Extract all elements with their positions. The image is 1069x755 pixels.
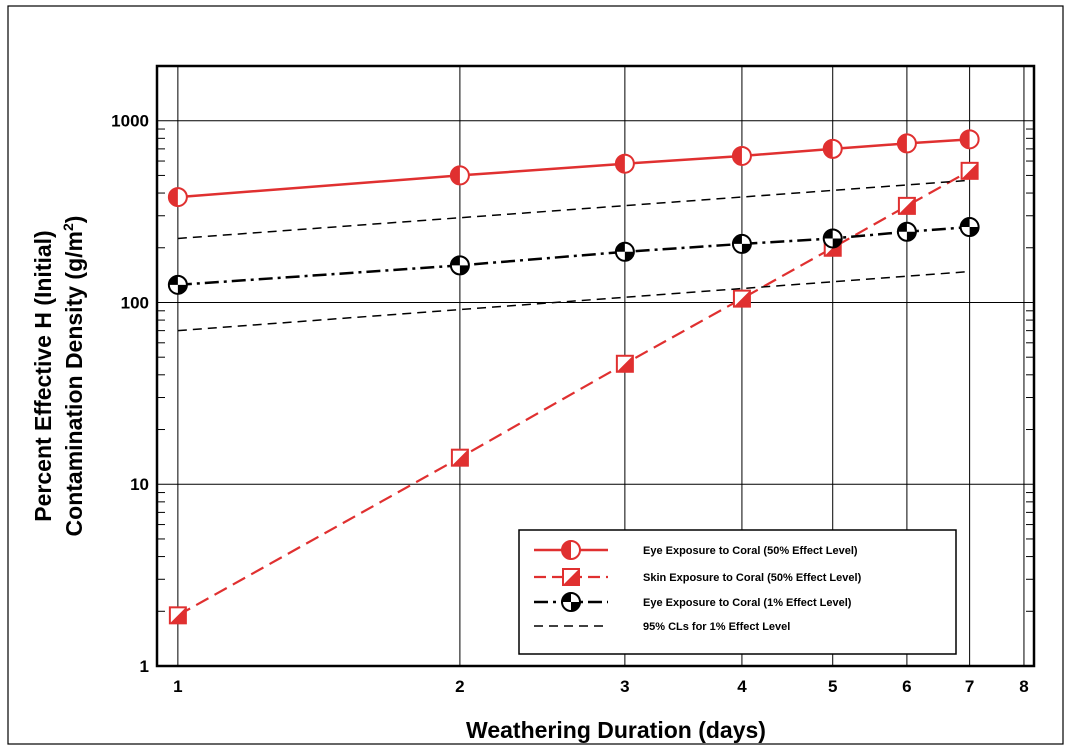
x-tick-label: 6 <box>902 677 911 696</box>
x-tick-label: 1 <box>173 677 182 696</box>
data-point <box>615 354 634 373</box>
data-point <box>614 241 635 262</box>
series-3 <box>167 217 980 295</box>
marker-square-half-fill <box>563 569 579 585</box>
y-tick-label: 10 <box>130 475 149 494</box>
marker-circle-quarter-fill <box>562 593 571 602</box>
y-axis-label-line2: Contamination Density (g/m2) <box>60 216 87 537</box>
data-point <box>732 289 751 308</box>
y-tick-label: 1000 <box>111 112 149 131</box>
legend-label: Eye Exposure to Coral (50% Effect Level) <box>643 545 858 557</box>
series-line <box>177 225 970 287</box>
legend-label: Skin Exposure to Coral (50% Effect Level… <box>643 572 862 584</box>
legend-entry: Eye Exposure to Coral (1% Effect Level) <box>534 592 852 612</box>
marker-circle-quarter-fill <box>823 229 833 239</box>
marker-square-half-fill <box>898 197 915 214</box>
marker-circle-half-fill <box>562 541 571 559</box>
data-point <box>959 217 980 238</box>
marker-square-half-fill <box>169 607 186 624</box>
data-point <box>167 187 188 208</box>
data-point <box>896 133 917 154</box>
marker-circle-quarter-fill <box>615 242 625 252</box>
marker-circle-half-fill <box>168 188 178 207</box>
series-4 <box>177 179 970 240</box>
data-point <box>614 153 635 174</box>
legend-entry: Skin Exposure to Coral (50% Effect Level… <box>534 568 862 586</box>
marker-circle-quarter-fill <box>897 222 907 232</box>
marker-circle-quarter-fill <box>177 284 187 294</box>
data-point <box>959 129 980 150</box>
series-1 <box>167 129 980 208</box>
x-tick-label: 7 <box>965 677 974 696</box>
figure-border <box>7 5 1064 745</box>
marker-circle-quarter-fill <box>450 256 460 266</box>
series-line <box>177 138 970 199</box>
marker-circle-half-fill <box>960 130 970 149</box>
series-5 <box>177 270 970 332</box>
data-point <box>167 274 188 295</box>
marker-circle-quarter-fill <box>571 602 580 611</box>
data-point <box>822 138 843 159</box>
legend: Eye Exposure to Coral (50% Effect Level)… <box>518 529 957 655</box>
data-point <box>168 606 187 625</box>
x-tick-label: 8 <box>1019 677 1028 696</box>
marker-circle-quarter-fill <box>459 265 469 275</box>
data-point <box>449 255 470 276</box>
data-point <box>822 228 843 249</box>
marker-square-half-fill <box>616 355 633 372</box>
x-tick-label: 4 <box>737 677 747 696</box>
series-line <box>177 270 970 332</box>
legend-entry: 95% CLs for 1% Effect Level <box>534 621 790 633</box>
marker-circle-quarter-fill <box>732 234 742 244</box>
y-axis-label-sup: 2 <box>60 223 76 231</box>
series-group <box>167 129 980 625</box>
y-tick-label: 100 <box>121 293 149 312</box>
marker-circle-half-fill <box>450 166 460 185</box>
data-point <box>731 233 752 254</box>
marker-square-half-fill <box>733 290 750 307</box>
minor-ticks <box>157 65 1034 612</box>
y-axis-label-line2-suffix: ) <box>61 216 87 224</box>
marker-circle-quarter-fill <box>960 218 970 228</box>
marker-circle-half-fill <box>615 154 625 173</box>
legend-label: 95% CLs for 1% Effect Level <box>643 621 790 633</box>
x-tick-label: 5 <box>828 677 837 696</box>
marker-circle-quarter-fill <box>906 231 916 241</box>
marker-circle-half-fill <box>732 146 742 165</box>
y-axis-ticks: 1 10 100 1000 <box>111 112 149 676</box>
plot-area <box>155 64 1036 668</box>
y-axis-label-line1: Percent Effective H (Initial) <box>30 230 56 521</box>
marker-circle-half-fill <box>823 139 833 158</box>
legend-entry: Eye Exposure to Coral (50% Effect Level) <box>534 540 858 560</box>
y-tick-label: 1 <box>140 657 149 676</box>
x-tick-label: 2 <box>455 677 464 696</box>
marker-circle-quarter-fill <box>969 227 979 237</box>
marker-circle-quarter-fill <box>168 275 178 285</box>
data-point <box>449 165 470 186</box>
marker-circle-quarter-fill <box>832 238 842 248</box>
data-point <box>896 221 917 242</box>
marker-square-half-fill <box>451 449 468 466</box>
y-axis-label-line2-prefix: Contamination Density (g/m <box>61 231 87 536</box>
x-axis-label: Weathering Duration (days) <box>466 717 766 743</box>
data-point <box>960 161 979 180</box>
marker-circle-half-fill <box>897 134 907 153</box>
data-point <box>450 448 469 467</box>
y-axis-label: Percent Effective H (Initial) Contaminat… <box>30 216 87 537</box>
series-line <box>177 179 970 240</box>
legend-label: Eye Exposure to Coral (1% Effect Level) <box>643 597 852 609</box>
marker-circle-quarter-fill <box>624 251 634 261</box>
data-point <box>897 196 916 215</box>
x-axis-ticks: 1 2 3 4 5 6 7 8 <box>173 677 1029 696</box>
marker-square-half-fill <box>961 162 978 179</box>
x-tick-label: 3 <box>620 677 629 696</box>
data-point <box>731 145 752 166</box>
marker-circle-quarter-fill <box>741 243 751 253</box>
